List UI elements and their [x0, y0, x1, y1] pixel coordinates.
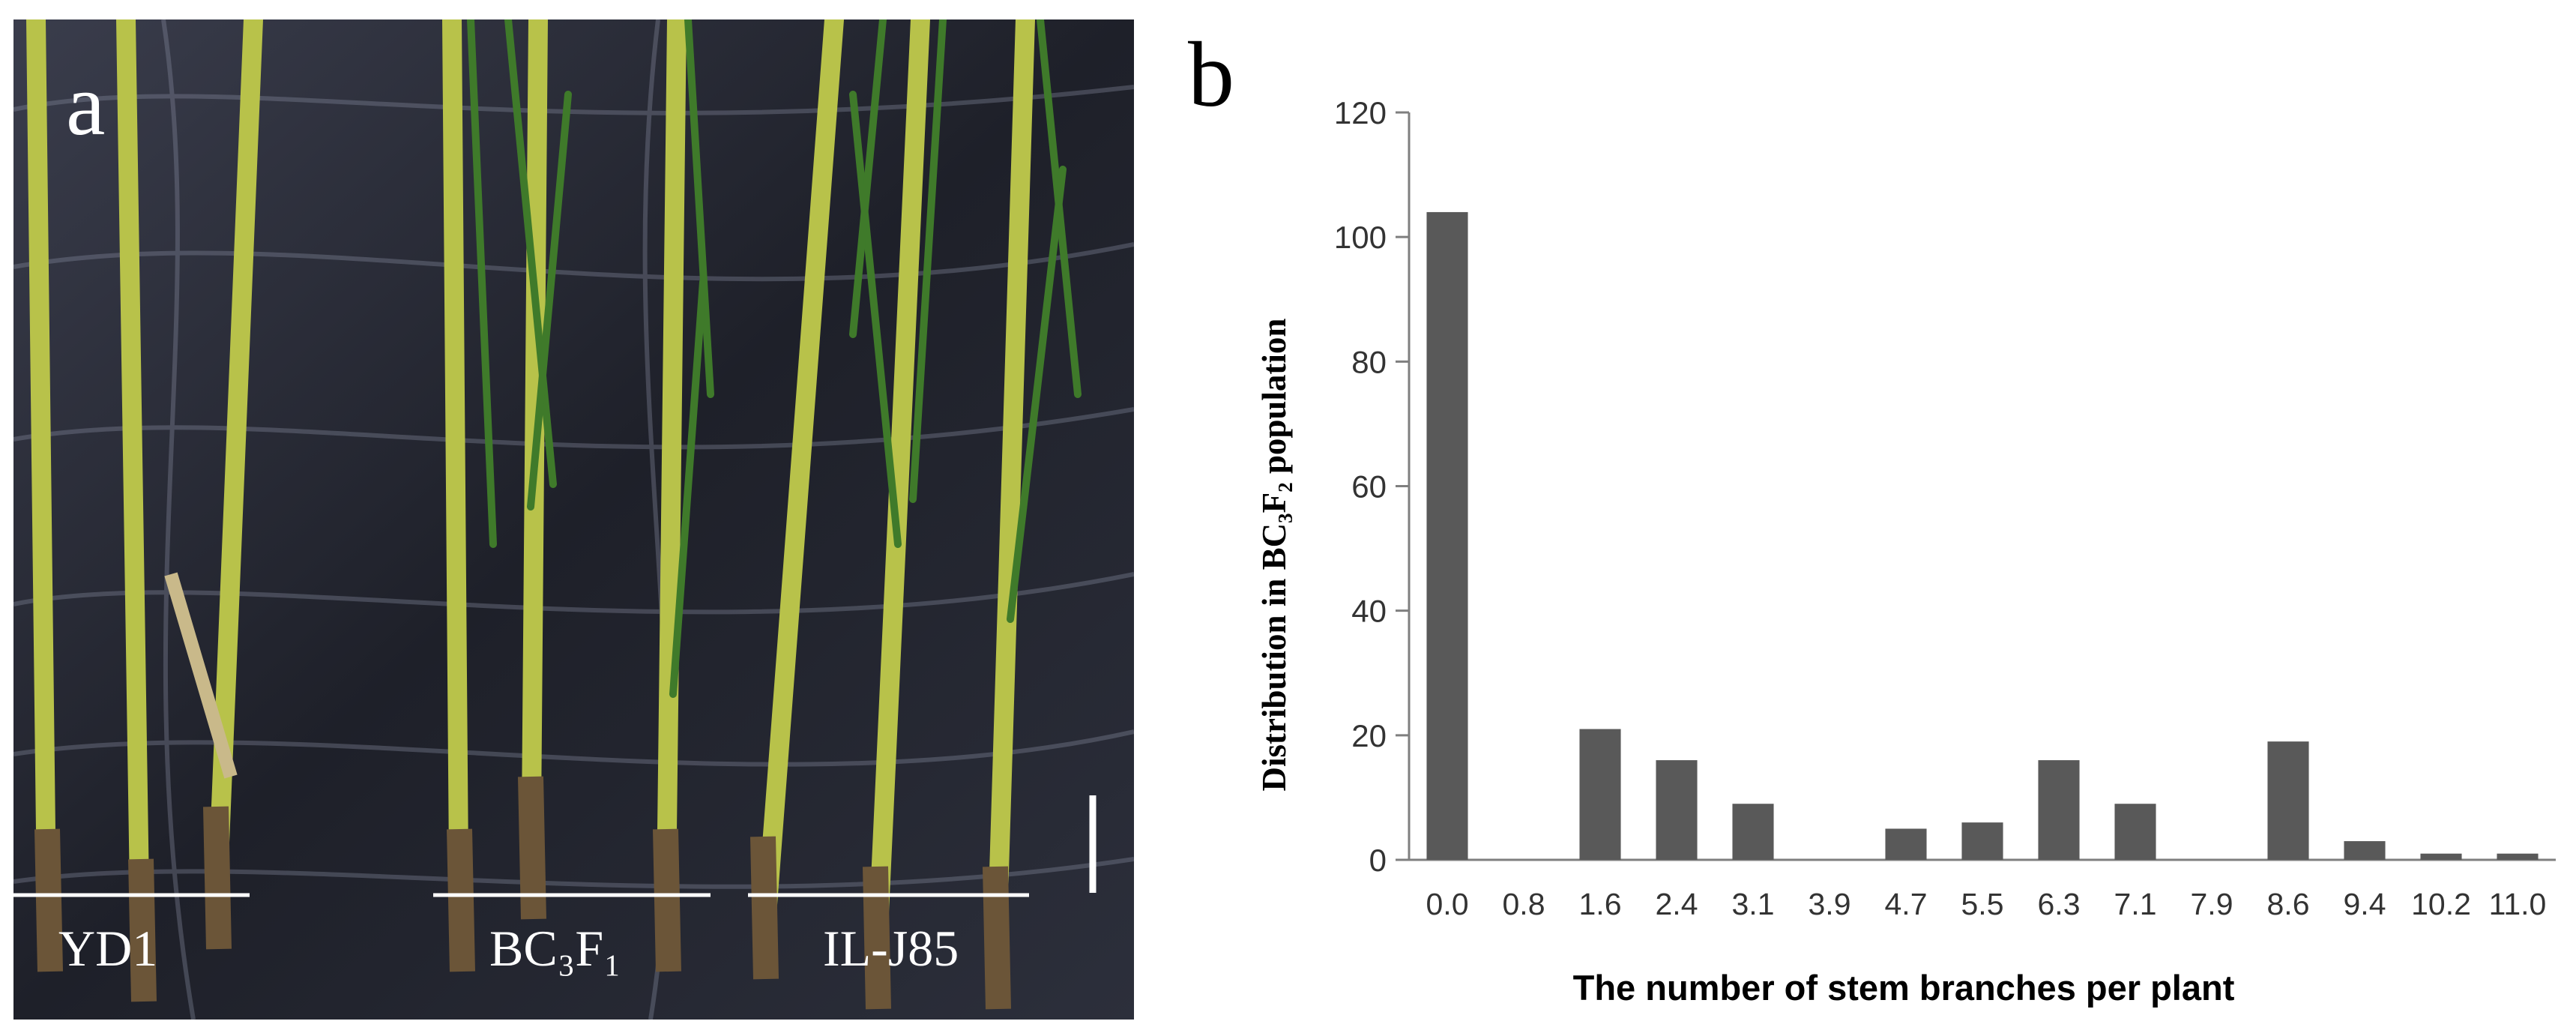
- bar: [2038, 760, 2080, 860]
- x-tick-label: 1.6: [1579, 887, 1622, 921]
- rice-leaf: [669, 278, 707, 698]
- bar: [1961, 822, 2003, 860]
- x-tick-label: 10.2: [2411, 887, 2471, 921]
- rice-leaf: [684, 19, 714, 398]
- rice-stem: [206, 19, 263, 944]
- bar: [1885, 828, 1927, 860]
- bar: [2497, 853, 2539, 860]
- bar: [1579, 729, 1621, 860]
- rice-stem: [26, 19, 57, 966]
- x-tick-label: 9.4: [2344, 887, 2386, 921]
- x-tick-label: 7.9: [2191, 887, 2233, 921]
- stem-root: [447, 828, 475, 972]
- rice-leaf: [849, 91, 902, 548]
- bar: [1426, 211, 1468, 860]
- x-tick-label: 6.3: [2038, 887, 2081, 921]
- stem-root: [653, 828, 681, 972]
- rice-leaf: [504, 19, 557, 488]
- x-tick-label: 0.0: [1426, 887, 1469, 921]
- rice-stem: [753, 19, 844, 974]
- x-tick-label: 5.5: [1961, 887, 2004, 921]
- cloth-fold: [13, 729, 1134, 767]
- y-tick-label: 40: [1351, 594, 1387, 629]
- bar: [2114, 804, 2156, 860]
- group-underlines: [13, 795, 1097, 897]
- cloth-fold: [13, 242, 1134, 282]
- x-tick-label: 11.0: [2489, 887, 2547, 921]
- y-tick-label: 100: [1334, 220, 1387, 255]
- rice-leaf: [909, 19, 947, 503]
- stem-root: [128, 858, 157, 1002]
- y-tick-labels: 0 20 40 60 80 100 120: [1334, 95, 1409, 878]
- rice-stems-photo: [13, 19, 1134, 1020]
- rice-stem: [656, 19, 687, 966]
- bar: [1732, 804, 1774, 860]
- x-tick-label: 3.9: [1809, 887, 1851, 921]
- y-tick-label: 20: [1351, 718, 1387, 753]
- black-cloth-background: [13, 19, 1134, 1020]
- panel-label-b: b: [1188, 23, 1234, 126]
- group-label-bc3f1: BC₃F₁: [489, 920, 621, 977]
- chart-bars: [1426, 211, 2539, 860]
- rice-stems: [26, 19, 1082, 1010]
- rice-leaf: [467, 19, 497, 548]
- stem-root: [863, 866, 891, 1010]
- photo-panel: a YD1 BC₃F₁ IL-J85: [13, 19, 1134, 1020]
- bar: [1656, 760, 1698, 860]
- rice-leaf: [527, 91, 572, 511]
- stem-root: [750, 836, 779, 980]
- y-tick-label: 120: [1334, 95, 1387, 130]
- y-axis-title: Distribution in BC₃F₂ population: [1255, 318, 1293, 792]
- group-label-il-j85: IL-J85: [823, 920, 959, 977]
- x-tick-label: 7.1: [2114, 887, 2157, 921]
- y-tick-label: 0: [1369, 843, 1387, 878]
- bar: [2420, 853, 2462, 860]
- stem-root: [203, 806, 232, 950]
- rice-stem: [116, 19, 151, 996]
- rice-leaf: [849, 19, 887, 338]
- x-tick-label: 8.6: [2267, 887, 2310, 921]
- panel-label-a: a: [66, 55, 106, 154]
- stem-root: [34, 828, 63, 972]
- x-axis-title: The number of stem branches per plant: [1572, 968, 2235, 1008]
- bar: [2344, 841, 2386, 860]
- cloth-fold: [161, 19, 196, 1020]
- y-tick-label: 80: [1351, 344, 1387, 379]
- y-tick-label: 60: [1351, 469, 1387, 505]
- x-tick-labels: 0.0 0.8 1.6 2.4 3.1 3.9 4.7 5.5 6.3 7.1 7.9 8.6 9.4 1…: [1426, 887, 2547, 921]
- x-tick-label: 3.1: [1732, 887, 1775, 921]
- rice-stem: [986, 19, 1035, 1004]
- rice-leaf: [1007, 166, 1067, 623]
- rice-stem: [442, 19, 469, 966]
- x-tick-label: 2.4: [1656, 887, 1698, 921]
- x-tick-label: 0.8: [1503, 887, 1545, 921]
- bar: [2267, 741, 2309, 860]
- stem-root: [983, 866, 1011, 1010]
- group-label-yd1: YD1: [58, 920, 158, 977]
- x-tick-label: 4.7: [1885, 887, 1928, 921]
- dry-leaf: [164, 572, 238, 779]
